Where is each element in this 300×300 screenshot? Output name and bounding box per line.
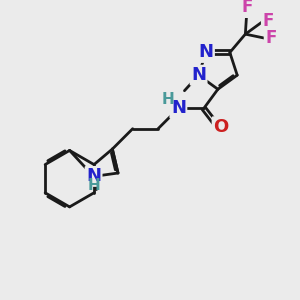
- Text: N: N: [198, 44, 213, 62]
- Text: F: F: [241, 0, 252, 16]
- Text: N: N: [191, 66, 206, 84]
- Text: F: F: [262, 12, 274, 30]
- Text: H: H: [161, 92, 174, 107]
- Text: N: N: [171, 99, 186, 117]
- Text: N: N: [86, 167, 101, 185]
- Text: F: F: [265, 29, 276, 47]
- Text: O: O: [213, 118, 228, 136]
- Text: H: H: [87, 178, 100, 193]
